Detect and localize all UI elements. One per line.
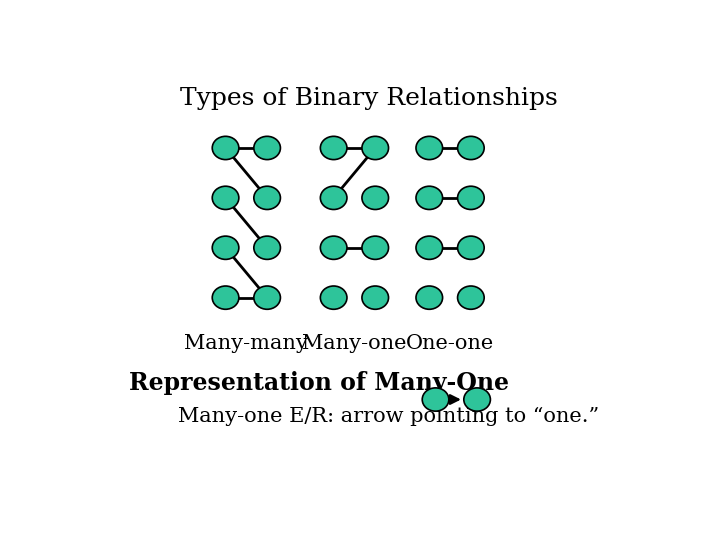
Ellipse shape [458, 236, 484, 259]
Ellipse shape [320, 286, 347, 309]
Ellipse shape [458, 186, 484, 210]
Ellipse shape [320, 136, 347, 160]
Ellipse shape [362, 286, 389, 309]
Ellipse shape [416, 286, 443, 309]
Ellipse shape [458, 286, 484, 309]
Ellipse shape [362, 136, 389, 160]
Ellipse shape [254, 286, 280, 309]
Text: Many-one E/R: arrow pointing to “one.”: Many-one E/R: arrow pointing to “one.” [178, 407, 599, 426]
Ellipse shape [416, 236, 443, 259]
Ellipse shape [416, 186, 443, 210]
Ellipse shape [464, 388, 490, 411]
Ellipse shape [212, 186, 239, 210]
Text: Many-many: Many-many [184, 334, 308, 353]
Ellipse shape [254, 186, 280, 210]
Text: Many-one: Many-one [302, 334, 407, 353]
Ellipse shape [212, 236, 239, 259]
Ellipse shape [422, 388, 449, 411]
Text: Types of Binary Relationships: Types of Binary Relationships [180, 86, 558, 110]
Ellipse shape [458, 136, 484, 160]
Ellipse shape [254, 236, 280, 259]
Ellipse shape [254, 136, 280, 160]
Ellipse shape [320, 186, 347, 210]
Ellipse shape [320, 236, 347, 259]
Ellipse shape [362, 236, 389, 259]
Text: Representation of Many-One: Representation of Many-One [129, 371, 509, 395]
Ellipse shape [212, 136, 239, 160]
Ellipse shape [212, 286, 239, 309]
Ellipse shape [416, 136, 443, 160]
Ellipse shape [362, 186, 389, 210]
Text: One-one: One-one [406, 334, 494, 353]
